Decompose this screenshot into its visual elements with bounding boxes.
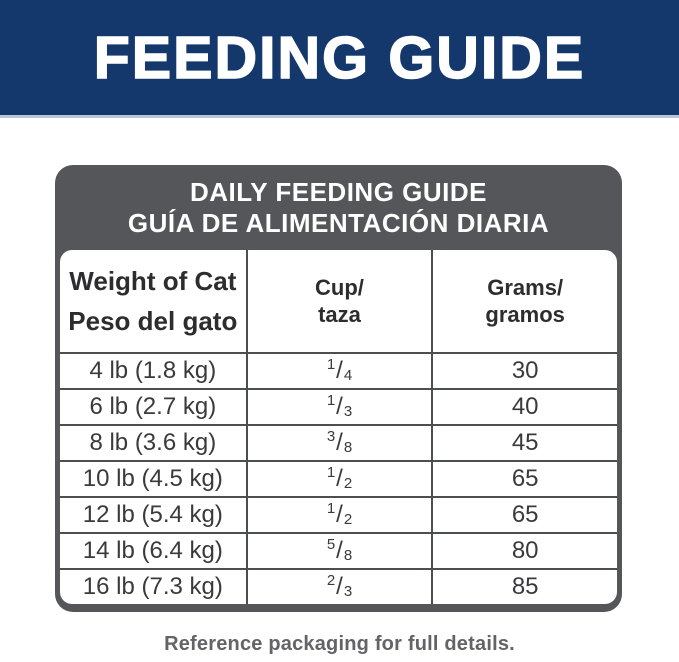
table-row-cup: 2 / 3 [245,568,432,604]
cup-fraction: 1 / 2 [326,463,353,493]
fraction-denominator: 2 [343,510,353,528]
header-grams-en: Grams/ [487,275,564,300]
table-row-grams: 65 [431,496,617,532]
table-row-cup: 1 / 4 [245,352,432,388]
fraction-numerator: 1 [326,391,336,409]
fraction-slash: / [336,501,343,528]
fraction-denominator: 3 [343,582,353,600]
table-row-grams: 45 [431,424,617,460]
fraction-numerator: 5 [326,535,336,553]
table-row-cup: 3 / 8 [245,424,432,460]
cup-fraction: 1 / 2 [326,499,353,529]
fraction-denominator: 3 [343,402,353,420]
fraction-denominator: 8 [343,546,353,564]
table-row-weight: 6 lb (2.7 kg) [60,388,246,424]
table-row-weight: 16 lb (7.3 kg) [60,568,246,604]
fraction-slash: / [336,465,343,492]
fraction-slash: / [336,537,343,564]
fraction-slash: / [336,357,343,384]
cup-fraction: 1 / 3 [326,391,353,421]
table-row-grams: 65 [431,460,617,496]
cup-fraction: 2 / 3 [326,571,353,601]
column-header-grams: Grams/ gramos [431,250,617,352]
cup-fraction: 3 / 8 [326,427,353,457]
header-cup-es: taza [318,302,361,327]
footer-note: Reference packaging for full details. [164,633,515,655]
header-cup-en: Cup/ [315,275,364,300]
table-row-weight: 12 lb (5.4 kg) [60,496,246,532]
table-row-cup: 1 / 2 [245,460,432,496]
table-row-grams: 40 [431,388,617,424]
fraction-numerator: 2 [326,571,336,589]
column-header-cup: Cup/ taza [245,250,432,352]
guide-box-title: DAILY FEEDING GUIDE GUÍA DE ALIMENTACIÓN… [60,165,617,250]
fraction-denominator: 4 [343,366,353,384]
table-row-cup: 1 / 3 [245,388,432,424]
fraction-slash: / [336,573,343,600]
fraction-slash: / [336,429,343,456]
guide-title-line-en: DAILY FEEDING GUIDE [190,176,487,207]
table-row-cup: 5 / 8 [245,532,432,568]
fraction-slash: / [336,393,343,420]
fraction-numerator: 1 [326,355,336,373]
fraction-denominator: 2 [343,474,353,492]
table-row-weight: 14 lb (6.4 kg) [60,532,246,568]
feeding-table: Weight of Cat Peso del gato Cup/ taza Gr… [60,250,617,604]
fraction-numerator: 1 [326,499,336,517]
header-weight-en: Weight of Cat [69,266,237,296]
daily-feeding-guide-box: DAILY FEEDING GUIDE GUÍA DE ALIMENTACIÓN… [55,165,622,612]
table-row-grams: 30 [431,352,617,388]
feeding-guide-banner: FEEDING GUIDE [0,0,679,118]
fraction-numerator: 3 [326,427,336,445]
header-weight-es: Peso del gato [68,306,238,336]
banner-title: FEEDING GUIDE [93,24,586,92]
table-row-weight: 8 lb (3.6 kg) [60,424,246,460]
table-row-weight: 4 lb (1.8 kg) [60,352,246,388]
table-row-grams: 85 [431,568,617,604]
table-row-grams: 80 [431,532,617,568]
column-header-weight: Weight of Cat Peso del gato [60,250,246,352]
cup-fraction: 1 / 4 [326,355,353,385]
header-grams-es: gramos [485,302,565,327]
fraction-numerator: 1 [326,463,336,481]
cup-fraction: 5 / 8 [326,535,353,565]
table-row-cup: 1 / 2 [245,496,432,532]
guide-title-line-es: GUÍA DE ALIMENTACIÓN DIARIA [127,207,550,238]
table-row-weight: 10 lb (4.5 kg) [60,460,246,496]
fraction-denominator: 8 [343,438,353,456]
